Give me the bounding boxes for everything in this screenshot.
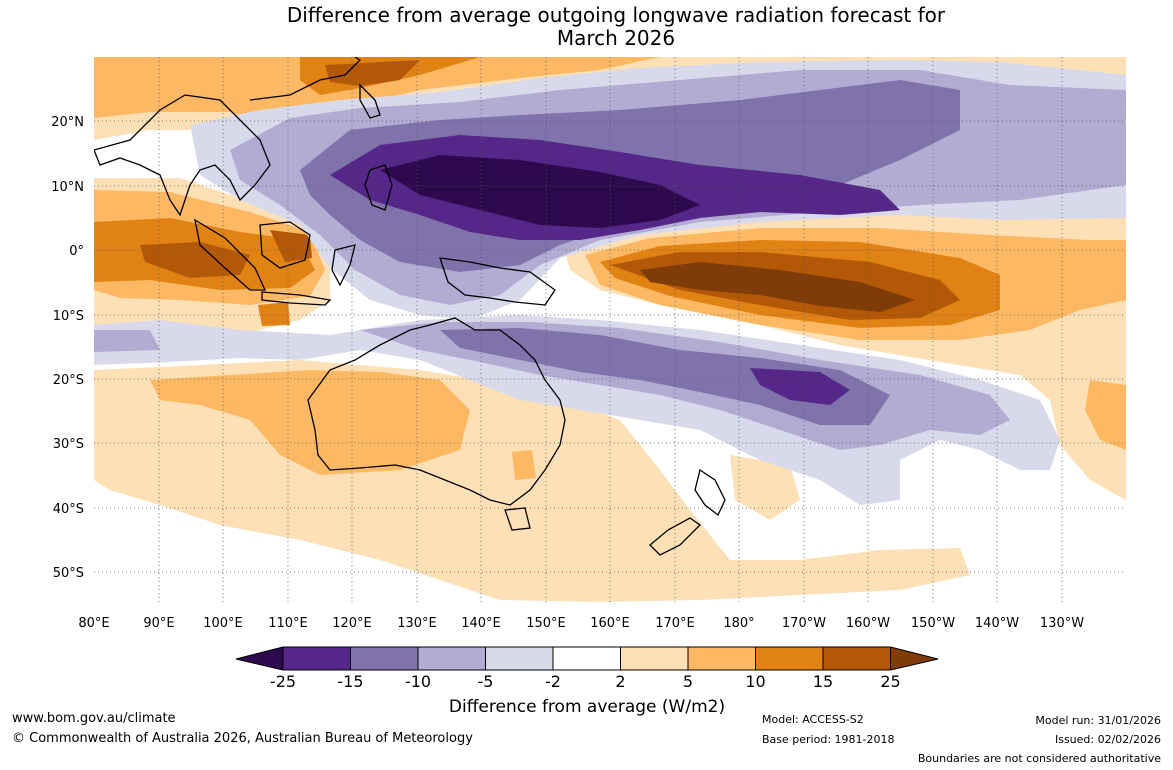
lat-label: 40°S [53, 502, 84, 517]
negative-region-west-m10-m5 [94, 330, 160, 352]
colorbar-tick-label: -2 [545, 672, 561, 691]
lon-label: 100°E [203, 616, 243, 631]
colorbar-swatch-m2-2 [553, 647, 621, 670]
disclaimer: Boundaries are not considered authoritat… [917, 752, 1161, 765]
lon-label: 160°W [846, 616, 890, 631]
colorbar-tick-label: 2 [615, 672, 625, 691]
colorbar-swatch-lt-m25 [236, 647, 283, 670]
anomaly-field [94, 57, 1126, 605]
lat-label: 10°S [53, 309, 84, 324]
colorbar-swatch-m15-m10 [350, 647, 418, 670]
coastlines [94, 57, 726, 556]
lon-label: 150°W [911, 616, 955, 631]
lon-label: 180° [723, 616, 754, 631]
colorbar-swatch-p5-10 [688, 647, 756, 670]
colorbar-swatch-p10-15 [755, 647, 823, 670]
lon-label: 150°E [526, 616, 566, 631]
positive-region-java-10-15 [258, 302, 290, 326]
colorbar-tick-label: -5 [478, 672, 494, 691]
negative-region-nw-pacific-lt-m25 [380, 155, 700, 228]
positive-region-tasman-2-5 [730, 455, 800, 520]
model-name: Model: ACCESS-S2 [762, 713, 864, 726]
lat-label: 30°S [53, 437, 84, 452]
lat-label: 50°S [53, 566, 84, 581]
colorbar-swatch-m25-m15 [283, 647, 351, 670]
sumatra-coastline [194, 218, 267, 291]
borneo-coastline [259, 221, 311, 269]
positive-region-australia-5-10 [150, 370, 470, 475]
graticule [94, 57, 1126, 605]
model-run: Model run: 31/01/2026 [1035, 714, 1161, 727]
new-zealand-coastline [649, 468, 726, 556]
lon-label: 130°E [397, 616, 437, 631]
negative-region-spcz-m25-m15 [750, 368, 850, 405]
australia-coastline [307, 317, 566, 506]
lat-label: 20°N [51, 115, 84, 130]
new-guinea-coastline [439, 257, 556, 306]
china-coastline [249, 57, 362, 101]
tasmania-coastline [504, 507, 531, 531]
issued-date: Issued: 02/02/2026 [1054, 733, 1161, 746]
colorbar-swatch-m5-m2 [485, 647, 553, 670]
website-link[interactable]: www.bom.gov.au/climate [12, 711, 176, 726]
colorbar-tick-label: 5 [683, 672, 693, 691]
positive-region-indian-15-25 [140, 242, 250, 278]
latitude-labels: 20°N 10°N 0° 10°S 20°S 30°S 40°S 50°S [51, 115, 84, 581]
lon-label: 130°W [1040, 616, 1084, 631]
positive-region-pacific-gt25 [640, 262, 915, 312]
colorbar-swatch-m10-m5 [418, 647, 486, 670]
colorbar-swatch-p2-5 [620, 647, 688, 670]
page-title: Difference from average outgoing longwav… [0, 4, 1173, 50]
title-line-2: March 2026 [556, 26, 676, 50]
colorbar-title: Difference from average (W/m2) [449, 697, 725, 717]
positive-region-borneo-15-25 [270, 230, 312, 262]
colorbar-tick-label: -25 [270, 672, 296, 691]
title-line-1: Difference from average outgoing longwav… [286, 3, 946, 27]
lon-label: 80°E [78, 616, 109, 631]
colorbar: -25 -15 -10 -5 -2 2 5 10 15 25 Differenc… [235, 646, 939, 717]
base-period: Base period: 1981-2018 [762, 733, 895, 746]
colorbar-swatch-gt-25 [890, 647, 938, 670]
positive-region-east-australia-5-10 [512, 450, 536, 480]
lon-label: 120°E [332, 616, 372, 631]
positive-region-north-5-10 [94, 57, 660, 130]
colorbar-tick-label: 25 [880, 672, 900, 691]
philippines-coastline [364, 164, 393, 211]
lon-label: 90°E [143, 616, 174, 631]
longitude-labels: 80°E 90°E 100°E 110°E 120°E 130°E 140°E … [78, 616, 1084, 631]
positive-region-north-15-25 [325, 60, 420, 86]
taiwan-coastline [359, 83, 381, 119]
negative-region-spcz-m15-m10 [440, 328, 890, 425]
colorbar-tick-label: -10 [405, 672, 431, 691]
lon-label: 110°E [268, 616, 308, 631]
asia-mainland-coastline [94, 94, 271, 217]
copyright: © Commonwealth of Australia 2026, Austra… [12, 731, 473, 746]
colorbar-tick-label: -15 [337, 672, 363, 691]
lat-label: 0° [69, 244, 84, 259]
java-coastline [261, 291, 332, 306]
lon-label: 160°E [590, 616, 630, 631]
lon-label: 170°W [782, 616, 826, 631]
colorbar-swatch-p15-25 [823, 647, 891, 670]
lon-label: 140°E [461, 616, 501, 631]
lon-label: 170°E [655, 616, 695, 631]
lon-label: 140°W [975, 616, 1019, 631]
colorbar-tick-label: 10 [745, 672, 765, 691]
lat-label: 20°S [53, 373, 84, 388]
positive-region-east-5-10 [1085, 380, 1126, 450]
colorbar-tick-label: 15 [813, 672, 833, 691]
lat-label: 10°N [51, 180, 84, 195]
